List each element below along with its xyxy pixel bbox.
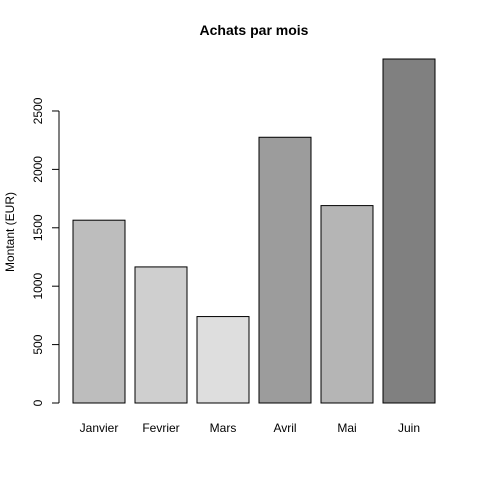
bar-fevrier <box>134 266 188 404</box>
x-tick-label: Avril <box>273 421 296 435</box>
y-axis-title: Montant (EUR) <box>3 192 17 272</box>
x-tick-label: Mars <box>210 421 237 435</box>
y-tick-label: 500 <box>31 334 45 354</box>
chart-title: Achats par mois <box>200 22 309 38</box>
y-tick-label: 1000 <box>31 273 45 300</box>
bar-juin <box>382 58 436 404</box>
y-tick-label: 2000 <box>31 156 45 183</box>
bars-group <box>72 58 436 404</box>
y-axis: 0 500 1000 1500 2000 2500 <box>31 97 60 406</box>
y-tick-label: 2500 <box>31 97 45 124</box>
x-tick-label: Juin <box>398 421 420 435</box>
bar-avril <box>258 136 312 404</box>
x-tick-label: Fevrier <box>142 421 179 435</box>
y-tick-label: 1500 <box>31 214 45 241</box>
y-tick-label: 0 <box>31 399 45 406</box>
x-tick-label: Janvier <box>80 421 119 435</box>
x-tick-label: Mai <box>337 421 356 435</box>
x-axis-labels: Janvier Fevrier Mars Avril Mai Juin <box>80 421 420 435</box>
bar-mai <box>320 205 374 404</box>
bar-janvier <box>72 219 126 404</box>
bar-mars <box>196 316 250 404</box>
